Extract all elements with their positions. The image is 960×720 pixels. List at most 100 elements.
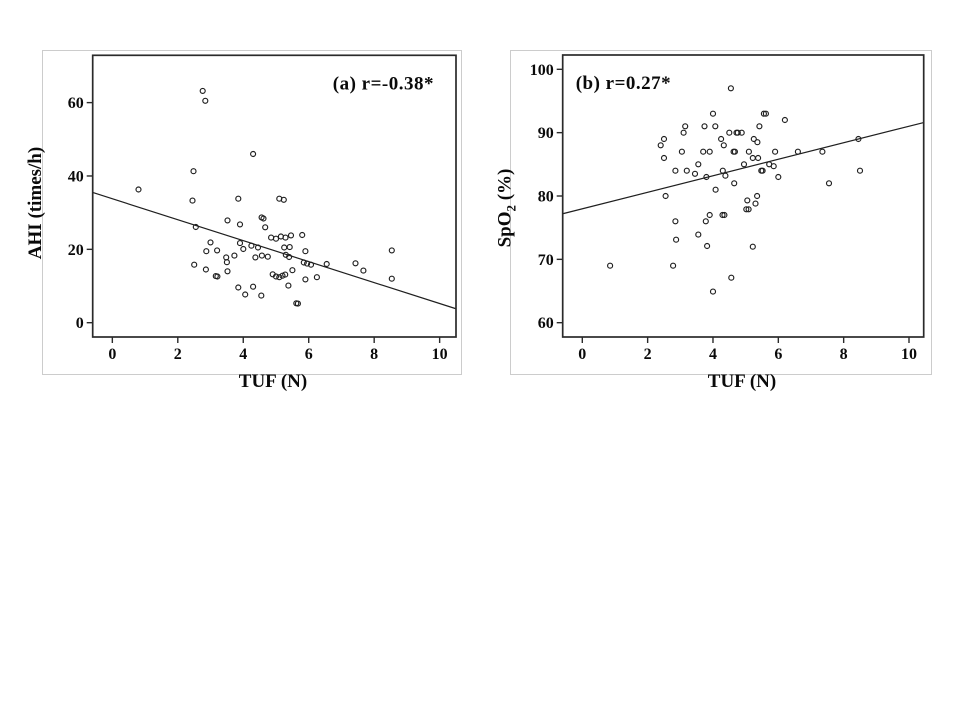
chart-panel-b: 0 2 4 6 8 10 60 70 80 90 100 (b) r=0.27* [510,50,932,375]
data-point [286,253,293,261]
y-axis-title-spo2: SpO2 (%) [494,168,519,248]
plot-frame [91,54,457,338]
data-point [731,148,738,155]
x-axis-title-tuf-b: TUF (N) [707,371,777,392]
scatter-plot-spo2-vs-tuf: 0 2 4 6 8 10 60 70 80 90 100 (b) r=0.27* [530,54,925,363]
data-point [660,154,668,162]
data-point [264,253,271,260]
x-tick-label: 6 [774,346,782,363]
data-point [272,273,280,280]
data-point [240,245,247,253]
x-tick-label: 2 [174,346,182,363]
data-point [754,139,761,146]
plot-frame [561,54,925,338]
data-point [607,262,614,269]
data-point [282,271,289,278]
chart-panel-a: 0 2 4 6 8 10 0 20 40 60 (a) r=-0.38* [42,50,462,375]
data-point [704,242,711,250]
data-point [272,235,280,242]
x-tick-label: 8 [840,346,848,363]
data-point [223,254,230,261]
scatter-plot-ahi-vs-tuf: 0 2 4 6 8 10 0 20 40 60 (a) r=-0.38* [68,54,457,363]
data-point [360,267,367,274]
data-point [214,273,221,280]
data-point [691,170,699,177]
data-point [754,192,761,200]
data-point [702,218,709,225]
data-point [752,200,759,207]
data-point [744,197,751,204]
data-point [731,180,738,187]
data-point [214,247,221,254]
data-point [199,87,206,94]
data-point [721,211,728,219]
data-point [262,224,269,231]
data-point [673,236,680,243]
data-point [242,291,249,298]
data-point [712,123,719,130]
y-tick-label: 20 [68,242,84,259]
data-point [286,244,293,251]
data-point [657,142,664,149]
data-point [289,267,296,274]
data-point [252,254,259,261]
data-point [299,231,306,239]
data-point [281,244,288,251]
data-point [770,163,777,170]
data-point [706,211,713,219]
data-point [700,148,707,155]
data-point [323,260,330,268]
data-point [236,221,244,228]
data-point [728,274,735,281]
x-axis-title-tuf-a: TUF (N) [238,371,308,392]
y-tick-label: 70 [538,252,554,269]
data-point [718,135,725,143]
data-point [760,110,767,117]
x-tick-label: 0 [578,346,586,363]
x-tick-label: 6 [305,346,313,363]
y-tick-label: 40 [68,168,84,185]
data-point [695,161,702,168]
regression-line [562,121,924,215]
data-point [856,167,864,174]
data-point [307,261,315,268]
y-tick-label: 60 [68,95,84,112]
data-point [282,234,289,241]
data-point [662,192,669,200]
regression-line [92,191,457,310]
data-point [276,274,283,281]
y-tick-label: 100 [530,62,554,79]
data-point [235,284,242,291]
data-point [720,142,727,149]
data-point [709,288,717,295]
data-point [794,148,801,155]
y-tick-label: 80 [538,189,554,206]
y-tick-label: 0 [76,315,84,332]
data-point [749,154,756,162]
data-point [759,167,766,174]
data-point [775,173,782,181]
data-point [248,242,255,249]
data-point [738,129,745,136]
data-point [678,148,685,155]
data-point [287,232,295,239]
data-point [258,252,265,259]
data-point [706,148,713,155]
data-point [743,206,750,213]
data-point [670,262,677,269]
data-point [726,129,733,136]
x-tick-label: 8 [370,346,378,363]
data-point [719,167,726,174]
data-point [294,300,301,307]
data-point [135,186,142,193]
data-point [260,215,267,222]
data-point [719,211,726,219]
data-point [231,252,238,259]
data-point [280,196,287,203]
data-point [749,243,756,250]
data-point [781,116,788,124]
data-point [682,123,689,130]
data-point [302,248,309,255]
correlation-annotation: (b) r=0.27* [576,73,671,94]
data-point [304,260,311,267]
